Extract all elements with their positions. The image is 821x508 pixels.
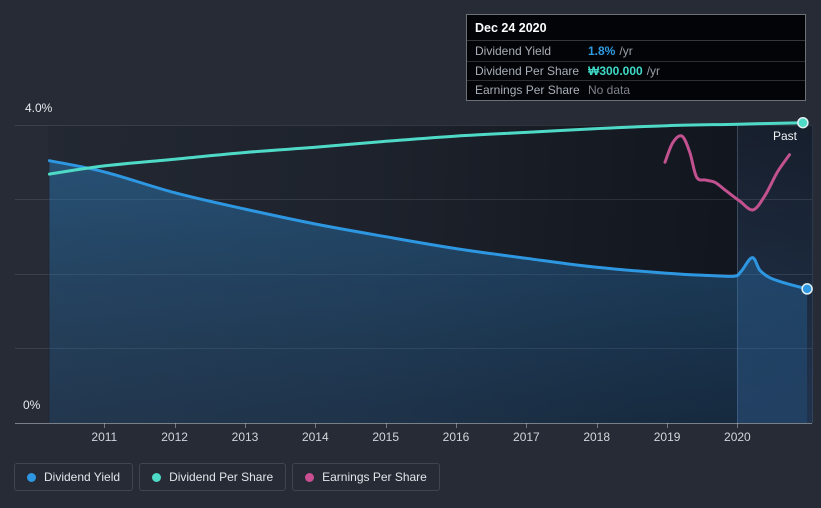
legend-item-label: Dividend Per Share — [169, 470, 274, 484]
y-axis-label-top: 4.0% — [25, 101, 53, 115]
tooltip-row-value: 1.8%/yr — [588, 43, 633, 58]
end-marker-dividend-yield — [801, 283, 813, 295]
legend-item-dividend-per-share[interactable]: Dividend Per Share — [139, 463, 287, 491]
past-label: Past — [772, 129, 797, 143]
tooltip-row-label: Dividend Per Share — [475, 63, 580, 78]
tooltip-value-suffix: /yr — [646, 63, 661, 78]
line-dividend-yield — [47, 159, 809, 291]
tooltip-row-label: Earnings Per Share — [475, 83, 580, 98]
dividend-yield-dot-icon — [27, 472, 36, 482]
legend-item-dividend-yield[interactable]: Dividend Yield — [14, 463, 134, 491]
tooltip-row-dividend-yield: Dividend Yield 1.8%/yr — [467, 41, 805, 61]
x-tick-label: 2013 — [231, 430, 259, 444]
legend: Dividend Yield Dividend Per Share Earnin… — [14, 463, 446, 491]
legend-item-label: Dividend Yield — [44, 470, 121, 484]
legend-item-earnings-per-share[interactable]: Earnings Per Share — [292, 463, 440, 491]
x-tick-label: 2017 — [513, 430, 540, 444]
line-earnings-per-share — [663, 134, 791, 212]
tooltip-row-value: ₩300.000/yr — [588, 63, 661, 78]
legend-item-label: Earnings Per Share — [322, 470, 427, 484]
x-tick-label: 2016 — [442, 430, 470, 444]
x-tick-label: 2019 — [653, 430, 681, 444]
tooltip-row-value: No data — [588, 83, 631, 98]
x-tick-label: 2015 — [372, 430, 400, 444]
dividend-per-share-dot-icon — [152, 472, 162, 482]
tooltip-date: Dec 24 2020 — [467, 15, 805, 41]
x-tick-label: 2012 — [161, 430, 188, 444]
tooltip-value-suffix: /yr — [619, 43, 633, 58]
y-axis-label-bottom: 0% — [23, 398, 41, 412]
tooltip-row-dividend-per-share: Dividend Per Share ₩300.000/yr — [467, 60, 805, 81]
x-tick-label: 2018 — [583, 430, 611, 444]
tooltip-row-label: Dividend Yield — [475, 43, 552, 58]
tooltip-row-earnings-per-share: Earnings Per Share No data — [467, 80, 805, 100]
line-dividend-per-share — [47, 121, 805, 176]
area-dividend-yield — [49, 160, 808, 423]
x-tick-label: 2011 — [91, 430, 118, 444]
x-tick-label: 2014 — [301, 430, 329, 444]
x-tick-label: 2020 — [724, 430, 751, 444]
earnings-per-share-dot-icon — [305, 472, 315, 482]
tooltip: Dec 24 2020 Dividend Yield 1.8%/yr Divid… — [466, 14, 806, 101]
end-marker-dividend-per-share — [797, 116, 809, 129]
